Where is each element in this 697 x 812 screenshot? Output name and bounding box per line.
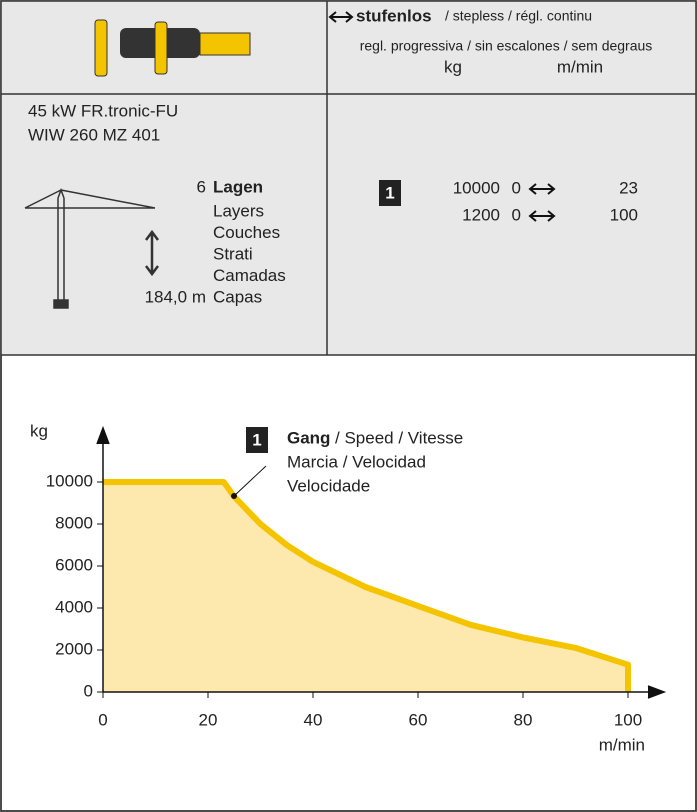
y-tick-label: 10000 [46,471,93,490]
gear-badge [246,427,268,453]
gear: 1 [385,183,394,202]
unit: m/min [557,57,603,76]
mode-translations: regl. progressiva / sin escalones / sem … [360,38,653,54]
mode: stufenlos [356,6,432,25]
x-axis-label: m/min [599,735,645,754]
y-axis [96,425,110,692]
leader-dot [231,493,237,499]
layer-translation: Camadas [213,266,286,285]
annotation: Marcia / Velocidad [287,452,426,471]
motor: 45 kW FR.tronic-FU [28,101,178,120]
unit: kg [444,57,462,76]
annotation-bold: Gang [287,428,330,447]
y-tick-label: 0 [84,681,93,700]
arrow-icon [528,210,556,222]
annotation: Velocidade [287,476,370,495]
layer-translation: Couches [213,223,280,242]
x-axis [103,685,667,699]
winch-icon [94,19,251,77]
speed-min: 0 [512,178,521,197]
table-bg [1,1,696,355]
speed-min: 0 [512,205,521,224]
layers-label: Lagen [213,177,263,196]
winch: WIW 260 MZ 401 [28,125,160,144]
x-tick-label: 60 [409,710,428,729]
x-tick-label: 0 [98,710,107,729]
speed-max: 100 [610,205,638,224]
x-tick-label: 40 [304,710,323,729]
layer-translation: Strati [213,244,253,263]
leader [233,465,267,497]
x-tick-label: 100 [614,710,642,729]
mode-translations: / stepless / régl. continu [445,8,592,24]
gear-badge [379,180,401,206]
y-tick-label: 6000 [55,555,93,574]
x-tick-label: 80 [514,710,533,729]
x-tick-label: 20 [199,710,218,729]
layer-translation: Layers [213,201,264,220]
crane-icon [24,187,159,309]
y-tick-label: 4000 [55,597,93,616]
y-tick-label: 2000 [55,639,93,658]
y-axis-label: kg [30,421,48,440]
y-tick-label: 8000 [55,513,93,532]
annotation: / Speed / Vitesse [335,428,463,447]
speed-max: 23 [619,178,638,197]
load: 10000 [453,178,500,197]
gear: 1 [252,430,261,449]
load: 1200 [462,205,500,224]
arrow-icon [328,11,354,23]
arrow-icon [528,183,556,195]
layer-translation: Capas [213,287,262,306]
height: 184,0 m [145,287,206,306]
layers-count: 6 [197,177,206,196]
